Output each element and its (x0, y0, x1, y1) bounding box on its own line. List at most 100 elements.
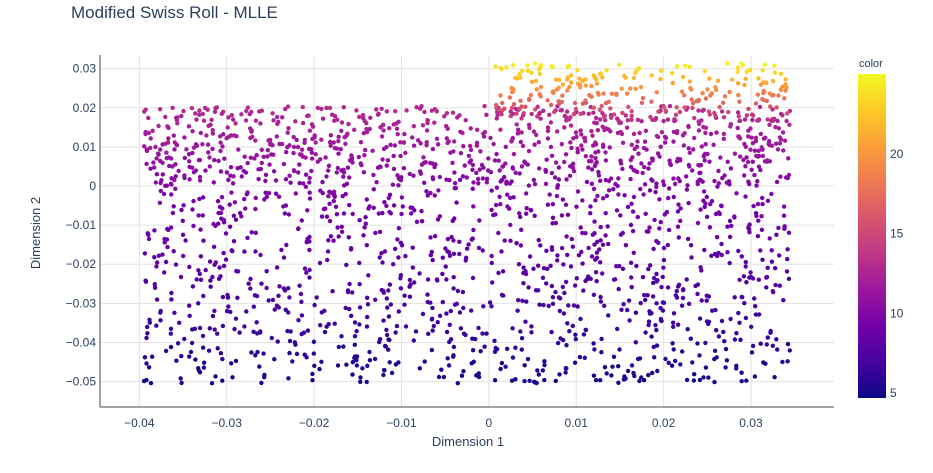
data-point (714, 130, 719, 135)
data-point (606, 241, 611, 247)
data-point (527, 254, 533, 259)
data-point (666, 195, 671, 201)
data-point (785, 247, 790, 252)
data-point (341, 174, 346, 179)
data-point (399, 195, 405, 200)
data-point (377, 255, 382, 260)
data-point (276, 194, 282, 199)
data-point (429, 249, 434, 255)
data-point (611, 187, 616, 192)
x-tick-label: 0.03 (739, 416, 763, 430)
data-point (631, 250, 636, 255)
data-point (457, 310, 463, 315)
data-point (284, 149, 289, 155)
data-point (761, 97, 766, 103)
data-point (157, 107, 163, 112)
data-point (638, 300, 643, 306)
data-point (646, 266, 651, 272)
data-point (511, 102, 517, 107)
data-point (632, 146, 637, 152)
data-point (363, 215, 368, 220)
data-point (181, 203, 186, 208)
data-point (658, 219, 663, 225)
data-point (653, 323, 658, 328)
data-point (227, 224, 233, 229)
data-point (476, 325, 481, 331)
data-point (732, 151, 738, 156)
data-point (343, 141, 348, 146)
data-point (732, 295, 737, 300)
data-point (145, 231, 150, 236)
data-point (285, 328, 290, 334)
data-point (471, 180, 476, 185)
data-point (639, 119, 644, 124)
data-point (354, 329, 359, 334)
data-point (343, 134, 348, 139)
data-point (191, 223, 196, 229)
y-tick-label: −0.01 (66, 218, 97, 232)
data-point (623, 113, 628, 118)
data-point (452, 170, 457, 175)
data-point (175, 341, 181, 346)
data-point (633, 340, 638, 345)
data-point (148, 166, 153, 171)
data-point (692, 135, 697, 141)
data-point (699, 144, 704, 149)
data-point (142, 355, 148, 360)
data-point (580, 78, 585, 84)
data-point (652, 217, 657, 223)
data-point (328, 133, 334, 138)
data-point (358, 161, 363, 166)
data-point (173, 174, 178, 179)
data-point (430, 257, 435, 263)
data-point (231, 213, 237, 218)
data-point (265, 154, 270, 159)
data-point (259, 147, 264, 152)
data-point (384, 163, 389, 168)
data-point (197, 271, 202, 277)
data-point (332, 321, 337, 326)
data-point (629, 117, 634, 123)
data-point (690, 101, 696, 106)
x-tick-label: 0.02 (652, 416, 676, 430)
data-point (591, 341, 596, 346)
data-point (526, 97, 532, 103)
data-point (494, 106, 499, 111)
data-point (362, 153, 367, 158)
data-point (624, 91, 630, 96)
data-point (475, 127, 480, 132)
data-point (565, 75, 570, 80)
data-point (421, 155, 426, 160)
data-point (430, 328, 435, 333)
data-point (725, 224, 730, 229)
data-point (187, 313, 192, 318)
data-point (658, 68, 664, 73)
data-point (692, 372, 697, 377)
data-point (158, 188, 163, 194)
data-point (535, 114, 540, 119)
data-point (571, 303, 577, 308)
data-point (187, 264, 192, 270)
data-point (187, 354, 192, 359)
data-point (635, 214, 640, 220)
data-point (497, 168, 502, 173)
data-point (510, 165, 515, 170)
data-point (160, 172, 165, 177)
data-point (166, 155, 171, 160)
data-point (336, 344, 341, 350)
data-point (513, 170, 518, 175)
data-point (418, 169, 423, 174)
data-point (263, 178, 268, 184)
data-point (767, 138, 772, 144)
data-point (492, 378, 498, 383)
data-point (705, 87, 710, 92)
data-point (371, 187, 376, 192)
data-point (598, 224, 603, 230)
data-point (674, 64, 680, 69)
data-point (727, 89, 732, 95)
data-point (220, 356, 225, 362)
data-point (674, 288, 679, 294)
data-point (701, 375, 706, 380)
data-point (182, 336, 187, 342)
data-point (352, 320, 358, 325)
